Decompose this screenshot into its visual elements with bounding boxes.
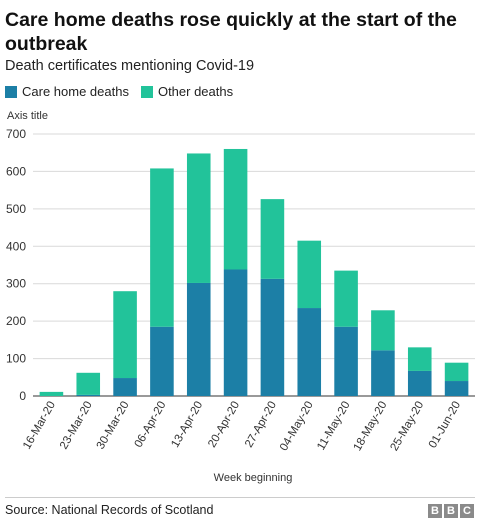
bar-other [186,153,211,283]
x-axis-label: Week beginning [214,472,293,484]
y-tick-label: 600 [6,164,26,178]
bar-other [407,347,432,371]
gridlines [33,133,475,397]
bar-other [39,391,64,396]
x-tick-label: 25-May-20 [388,400,426,454]
bar-care-home [113,378,137,396]
bar-other [150,168,174,327]
source-note: Source: National Records of Scotland [5,503,214,517]
bars [39,148,469,396]
legend-item-other: Other deaths [140,84,234,100]
x-tick-label: 01-Jun-20 [427,400,463,451]
bar-care-home [371,350,395,396]
bar-care-home [223,269,248,396]
x-tick-label: 27-Apr-20 [243,400,279,450]
bar-other [76,372,101,395]
y-tick-label: 100 [6,352,26,366]
bar-care-home [407,370,432,396]
bar-care-home [150,326,174,396]
bar-other [223,148,248,270]
y-tick-labels: 0 100 200 300 400 500 600 700 [6,127,26,403]
legend-swatch-other [140,86,153,98]
bar-care-home [76,394,101,396]
bar-care-home [260,278,285,396]
y-tick-label: 0 [19,389,26,403]
y-tick-label: 300 [6,277,26,291]
bbc-logo: B B C [426,504,474,518]
y-tick-label: 400 [6,239,26,253]
legend-swatch-care-home [5,86,17,98]
x-tick-labels: 16-Mar-20 23-Mar-20 30-Mar-20 06-Apr-20 13-A… [21,400,463,454]
bar-care-home [444,381,469,396]
bar-care-home [297,308,322,396]
legend-label-other: Other deaths [157,84,234,99]
stacked-bar-chart: 0 100 200 300 400 500 600 700 16-Mar-20 23-Mar-2… [6,127,475,484]
bbc-logo-block: B [444,504,458,518]
y-tick-label: 500 [6,202,26,216]
x-tick-label: 13-Apr-20 [169,400,205,450]
bar-other [113,291,137,379]
bar-care-home [186,282,211,396]
x-tick-label: 16-Mar-20 [21,400,58,452]
x-tick-label: 06-Apr-20 [133,400,169,450]
bar-care-home [334,326,358,396]
bbc-logo-block: B [428,504,442,518]
x-tick-label: 11-May-20 [315,400,352,453]
x-tick-label: 30-Mar-20 [95,400,132,452]
x-tick-label: 23-Mar-20 [58,400,95,452]
x-tick-label: 20-Apr-20 [206,400,242,450]
x-tick-label: 18-May-20 [352,400,390,454]
footer-divider [5,497,475,498]
bar-other [297,240,322,309]
legend-item-care-home: Care home deaths [5,84,129,100]
chart-subtitle: Death certificates mentioning Covid-19 [5,58,255,74]
bar-other [444,362,469,382]
chart-legend: Care home deaths Other deaths [5,84,245,100]
bar-other [334,270,358,327]
bar-other [260,199,285,279]
x-tick-label: 04-May-20 [278,400,316,454]
y-tick-label: 700 [6,127,26,141]
chart-title: Care home deaths rose quickly at the sta… [5,9,457,55]
legend-label-care-home: Care home deaths [22,84,129,99]
y-tick-label: 200 [6,314,26,328]
bar-other [371,310,395,351]
bbc-logo-block: C [460,504,474,518]
y-axis-title: Axis title [7,110,48,122]
